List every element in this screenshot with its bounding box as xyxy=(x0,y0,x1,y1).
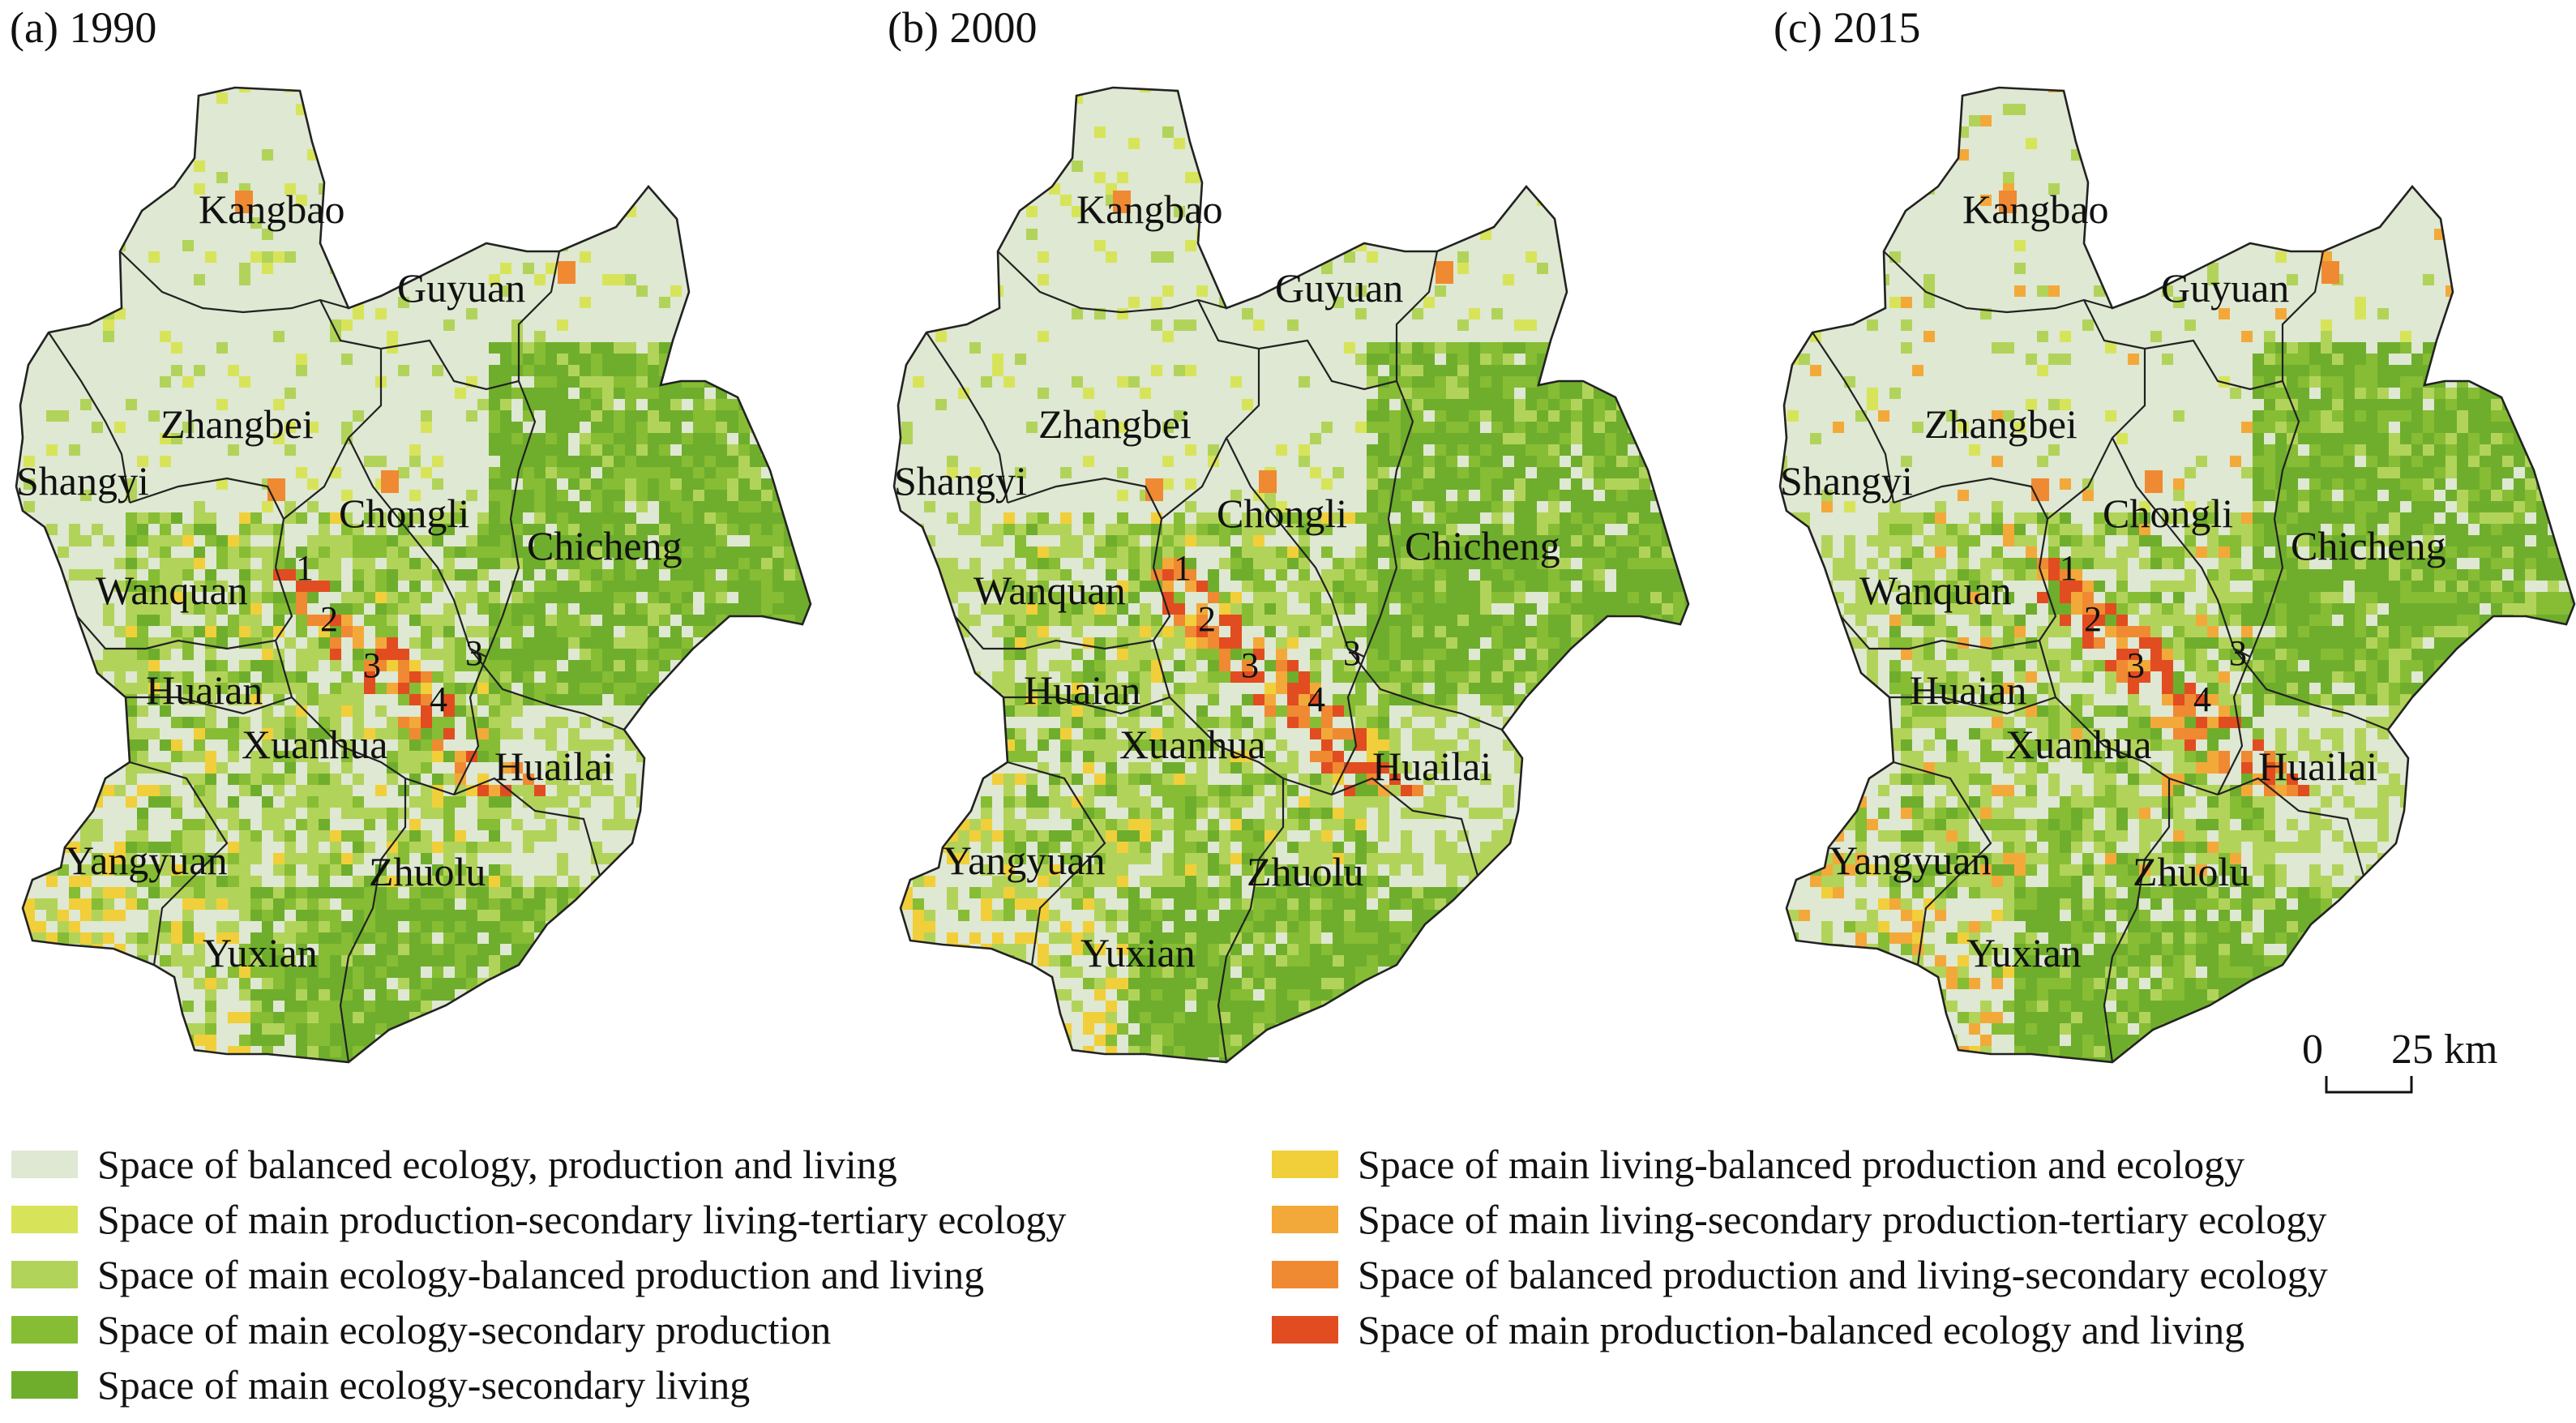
place-label: Yuxian xyxy=(1966,930,2082,975)
place-label: Guyuan xyxy=(2161,265,2289,311)
legend-label: Space of main production-secondary livin… xyxy=(97,1197,1067,1242)
legend-label: Space of main ecology-balanced productio… xyxy=(97,1252,985,1297)
legend-label: Space of main production-balanced ecolog… xyxy=(1358,1307,2245,1352)
scale-zero-label: 0 xyxy=(2302,1027,2323,1073)
scale-value-label: 25 km xyxy=(2391,1027,2498,1073)
legend-swatch xyxy=(1272,1261,1338,1288)
place-label: Chongli xyxy=(2103,491,2233,536)
place-label: Wanquan xyxy=(1859,568,2012,613)
district-number-label: 4 xyxy=(430,679,447,719)
legend-label: Space of main ecology-secondary living xyxy=(97,1362,751,1408)
place-label: Yangyuan xyxy=(65,838,228,883)
place-label: Zhangbei xyxy=(160,401,314,447)
district-number-label: 3 xyxy=(1241,645,1259,685)
place-label: Huailai xyxy=(494,744,614,789)
place-label: Kangbao xyxy=(1962,186,2109,232)
panel-title: (b) 2000 xyxy=(888,3,1038,52)
place-label: Xuanhua xyxy=(1119,722,1266,767)
legend: Space of balanced ecology, production an… xyxy=(11,1139,2565,1419)
region-outline xyxy=(892,86,1690,1064)
legend-swatch xyxy=(11,1206,78,1233)
place-label: Kangbao xyxy=(199,186,345,232)
place-label: Zhuolu xyxy=(2133,849,2249,894)
panel-title: (a) 1990 xyxy=(10,3,157,52)
place-label: Chongli xyxy=(1217,491,1347,536)
county-boundaries xyxy=(48,186,649,1063)
district-number-label: 4 xyxy=(1307,679,1325,719)
legend-swatch xyxy=(11,1261,78,1288)
map-panel-2000: (b) 2000 Kangbao Guyuan Zhangbei Shangyi Cho… xyxy=(878,0,1745,1119)
district-number-label: 1 xyxy=(296,548,314,588)
legend-swatch xyxy=(1272,1151,1338,1178)
place-label: Chicheng xyxy=(2291,523,2446,568)
place-label: Xuanhua xyxy=(2005,722,2152,767)
place-label: Wanquan xyxy=(96,568,248,613)
place-label: Huailai xyxy=(2258,744,2377,789)
place-label: Shangyi xyxy=(894,458,1027,504)
legend-swatch xyxy=(11,1316,78,1344)
legend-label: Space of balanced production and living-… xyxy=(1358,1252,2328,1297)
district-number-label: 3 xyxy=(2229,633,2247,673)
place-label: Zhuolu xyxy=(1247,849,1363,894)
place-label: Zhuolu xyxy=(369,849,486,894)
legend-label: Space of main living-secondary productio… xyxy=(1358,1197,2327,1242)
place-label: Yangyuan xyxy=(943,838,1106,883)
place-label: Yuxian xyxy=(203,930,318,975)
district-number-label: 1 xyxy=(1174,548,1192,588)
place-label: Xuanhua xyxy=(242,722,388,767)
place-label: Chongli xyxy=(339,491,469,536)
place-label: Yangyuan xyxy=(1829,838,1992,883)
place-label: Shangyi xyxy=(1780,458,1913,504)
place-label: Zhangbei xyxy=(1924,401,2077,447)
district-number-label: 3 xyxy=(1343,633,1361,673)
legend-label: Space of main living-balanced production… xyxy=(1358,1142,2245,1187)
place-label: Yuxian xyxy=(1080,930,1196,975)
place-label: Wanquan xyxy=(973,568,1126,613)
legend-label: Space of main ecology-secondary producti… xyxy=(97,1307,832,1352)
county-boundaries xyxy=(926,186,1527,1063)
district-number-label: 4 xyxy=(2193,679,2211,719)
region-outline xyxy=(1778,86,2576,1064)
district-number-label: 3 xyxy=(363,645,381,685)
district-number-label: 2 xyxy=(2084,599,2102,639)
legend-label: Space of balanced ecology, production an… xyxy=(97,1142,897,1187)
map-panel-2015: (c) 2015 Kangbao Guyuan Zhangbei Shangyi Cho… xyxy=(1764,0,2576,1119)
scale-bar: 0 25 km xyxy=(2286,1026,2529,1099)
region-outline xyxy=(15,86,812,1064)
place-label: Shangyi xyxy=(16,458,149,504)
scale-bar-line xyxy=(2325,1076,2413,1094)
legend-swatch xyxy=(11,1151,78,1178)
place-label: Guyuan xyxy=(1275,265,1403,311)
place-label: Huaian xyxy=(1910,667,2026,713)
legend-swatch xyxy=(1272,1206,1338,1233)
place-label: Chicheng xyxy=(527,523,683,568)
district-number-label: 3 xyxy=(2127,645,2145,685)
district-number-label: 1 xyxy=(2060,548,2077,588)
legend-swatch xyxy=(1272,1316,1338,1344)
place-label: Huaian xyxy=(1024,667,1140,713)
place-label: Huailai xyxy=(1372,744,1491,789)
place-label: Zhangbei xyxy=(1038,401,1192,447)
map-panel-1990: (a) 1990 Kangbao Guyuan Zhangbei Shangyi Cho… xyxy=(0,0,867,1119)
place-label: Kangbao xyxy=(1076,186,1223,232)
district-number-label: 2 xyxy=(1198,599,1216,639)
district-number-label: 3 xyxy=(465,633,483,673)
place-label: Chicheng xyxy=(1405,523,1560,568)
legend-swatch xyxy=(11,1371,78,1399)
place-label: Huaian xyxy=(146,667,263,713)
district-number-label: 2 xyxy=(320,599,338,639)
place-label: Guyuan xyxy=(397,265,525,311)
panel-title: (c) 2015 xyxy=(1774,3,1921,52)
